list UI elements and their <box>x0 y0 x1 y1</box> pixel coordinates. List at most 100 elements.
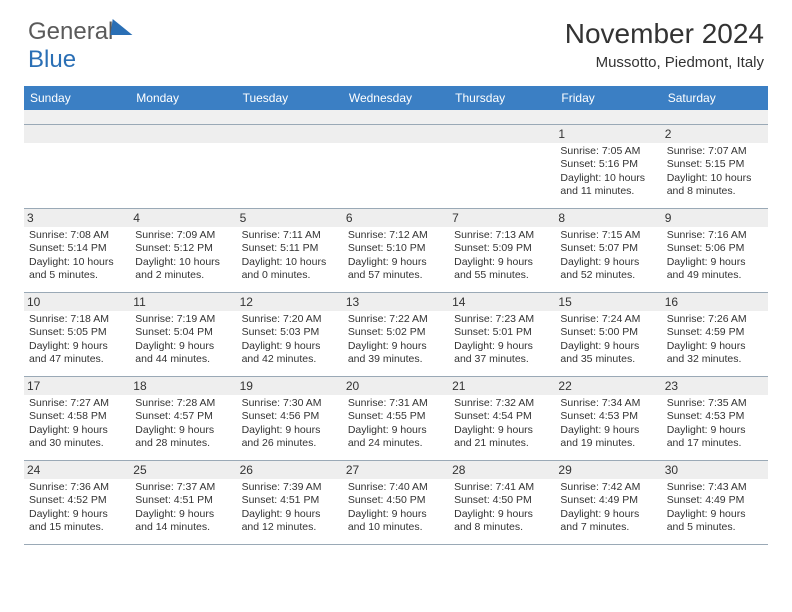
day-number: 1 <box>555 125 661 143</box>
day-details: Sunrise: 7:07 AMSunset: 5:15 PMDaylight:… <box>667 145 763 200</box>
calendar-week-row: 10Sunrise: 7:18 AMSunset: 5:05 PMDayligh… <box>24 292 768 376</box>
calendar-day-cell: 8Sunrise: 7:15 AMSunset: 5:07 PMDaylight… <box>555 208 661 292</box>
day-number: 26 <box>237 461 343 479</box>
calendar-day-cell: 29Sunrise: 7:42 AMSunset: 4:49 PMDayligh… <box>555 460 661 544</box>
day-number: 7 <box>449 209 555 227</box>
weekday-tuesday: Tuesday <box>237 86 343 110</box>
day-number: 14 <box>449 293 555 311</box>
calendar-day-cell: 6 Sunrise: 7:12 AMSunset: 5:10 PMDaylight… <box>343 208 449 292</box>
month-title: November 2024 <box>565 18 764 50</box>
calendar-day-cell: 22 Sunrise: 7:34 AMSunset: 4:53 PMDayligh… <box>555 376 661 460</box>
day-details: Sunrise: 7:34 AMSunset: 4:53 PMDaylight:… <box>560 397 656 452</box>
day-number-empty <box>449 125 555 143</box>
day-number: 25 <box>130 461 236 479</box>
day-number: 18 <box>130 377 236 395</box>
calendar-day-cell <box>449 124 555 208</box>
calendar-day-cell: 15 Sunrise: 7:24 AMSunset: 5:00 PMDayligh… <box>555 292 661 376</box>
day-details: Sunrise: 7:12 AMSunset: 5:10 PMDaylight:… <box>348 229 444 284</box>
day-number: 17 <box>24 377 130 395</box>
day-number-empty <box>343 125 449 143</box>
day-number: 28 <box>449 461 555 479</box>
day-number-empty <box>130 125 236 143</box>
weekday-monday: Monday <box>130 86 236 110</box>
day-details: Sunrise: 7:31 AMSunset: 4:55 PMDaylight:… <box>348 397 444 452</box>
day-number: 27 <box>343 461 449 479</box>
calendar-day-cell: 5 Sunrise: 7:11 AMSunset: 5:11 PMDaylight… <box>237 208 343 292</box>
calendar-week-row: 1 Sunrise: 7:05 AMSunset: 5:16 PMDaylight… <box>24 124 768 208</box>
day-details: Sunrise: 7:24 AMSunset: 5:00 PMDaylight:… <box>560 313 656 368</box>
logo-text: General Blue <box>28 18 133 74</box>
calendar-day-cell: 3Sunrise: 7:08 AMSunset: 5:14 PMDaylight… <box>24 208 130 292</box>
day-details: Sunrise: 7:39 AMSunset: 4:51 PMDaylight:… <box>242 481 338 536</box>
logo-text-general: General <box>28 18 113 45</box>
day-number: 21 <box>449 377 555 395</box>
calendar-day-cell: 12Sunrise: 7:20 AMSunset: 5:03 PMDayligh… <box>237 292 343 376</box>
location: Mussotto, Piedmont, Italy <box>565 54 764 71</box>
day-number: 9 <box>662 209 768 227</box>
calendar-week-row: 17 Sunrise: 7:27 AMSunset: 4:58 PMDayligh… <box>24 376 768 460</box>
day-number: 11 <box>130 293 236 311</box>
day-details: Sunrise: 7:30 AMSunset: 4:56 PMDaylight:… <box>242 397 338 452</box>
calendar-day-cell: 19Sunrise: 7:30 AMSunset: 4:56 PMDayligh… <box>237 376 343 460</box>
day-details: Sunrise: 7:43 AMSunset: 4:49 PMDaylight:… <box>667 481 763 536</box>
day-details: Sunrise: 7:19 AMSunset: 5:04 PMDaylight:… <box>135 313 231 368</box>
day-number: 3 <box>24 209 130 227</box>
spacer-row <box>24 110 768 124</box>
calendar-day-cell: 25Sunrise: 7:37 AMSunset: 4:51 PMDayligh… <box>130 460 236 544</box>
calendar-day-cell: 17 Sunrise: 7:27 AMSunset: 4:58 PMDayligh… <box>24 376 130 460</box>
day-number: 24 <box>24 461 130 479</box>
day-number-empty <box>24 125 130 143</box>
day-number: 5 <box>237 209 343 227</box>
calendar-day-cell: 2 Sunrise: 7:07 AMSunset: 5:15 PMDaylight… <box>662 124 768 208</box>
day-number: 4 <box>130 209 236 227</box>
calendar-body: 1 Sunrise: 7:05 AMSunset: 5:16 PMDaylight… <box>24 124 768 544</box>
calendar-day-cell: 24 Sunrise: 7:36 AMSunset: 4:52 PMDayligh… <box>24 460 130 544</box>
day-number: 10 <box>24 293 130 311</box>
day-details: Sunrise: 7:27 AMSunset: 4:58 PMDaylight:… <box>29 397 125 452</box>
day-details: Sunrise: 7:35 AMSunset: 4:53 PMDaylight:… <box>667 397 763 452</box>
weekday-saturday: Saturday <box>662 86 768 110</box>
day-details: Sunrise: 7:09 AMSunset: 5:12 PMDaylight:… <box>135 229 231 284</box>
day-number: 29 <box>555 461 661 479</box>
day-number: 2 <box>662 125 768 143</box>
calendar-day-cell: 14 Sunrise: 7:23 AMSunset: 5:01 PMDayligh… <box>449 292 555 376</box>
day-number-empty <box>237 125 343 143</box>
day-number: 15 <box>555 293 661 311</box>
calendar-day-cell <box>24 124 130 208</box>
day-details: Sunrise: 7:40 AMSunset: 4:50 PMDaylight:… <box>348 481 444 536</box>
calendar-day-cell: 9Sunrise: 7:16 AMSunset: 5:06 PMDaylight… <box>662 208 768 292</box>
day-details: Sunrise: 7:36 AMSunset: 4:52 PMDaylight:… <box>29 481 125 536</box>
day-details: Sunrise: 7:41 AMSunset: 4:50 PMDaylight:… <box>454 481 550 536</box>
day-details: Sunrise: 7:23 AMSunset: 5:01 PMDaylight:… <box>454 313 550 368</box>
day-details: Sunrise: 7:13 AMSunset: 5:09 PMDaylight:… <box>454 229 550 284</box>
logo: General Blue <box>28 18 133 74</box>
day-number: 22 <box>555 377 661 395</box>
day-details: Sunrise: 7:05 AMSunset: 5:16 PMDaylight:… <box>560 145 656 200</box>
day-number: 12 <box>237 293 343 311</box>
logo-text-blue: Blue <box>28 46 76 73</box>
day-number: 30 <box>662 461 768 479</box>
logo-triangle-icon <box>111 19 135 35</box>
day-number: 23 <box>662 377 768 395</box>
day-details: Sunrise: 7:32 AMSunset: 4:54 PMDaylight:… <box>454 397 550 452</box>
day-number: 8 <box>555 209 661 227</box>
calendar-day-cell <box>343 124 449 208</box>
calendar-day-cell: 1 Sunrise: 7:05 AMSunset: 5:16 PMDaylight… <box>555 124 661 208</box>
calendar-head-row: Sunday Monday Tuesday Wednesday Thursday… <box>24 86 768 110</box>
calendar-day-cell: 21 Sunrise: 7:32 AMSunset: 4:54 PMDayligh… <box>449 376 555 460</box>
calendar-day-cell: 16Sunrise: 7:26 AMSunset: 4:59 PMDayligh… <box>662 292 768 376</box>
calendar-day-cell: 26 Sunrise: 7:39 AMSunset: 4:51 PMDayligh… <box>237 460 343 544</box>
weekday-wednesday: Wednesday <box>343 86 449 110</box>
calendar-day-cell <box>130 124 236 208</box>
header: General Blue November 2024 Mussotto, Pie… <box>0 0 792 82</box>
calendar-day-cell <box>237 124 343 208</box>
day-details: Sunrise: 7:26 AMSunset: 4:59 PMDaylight:… <box>667 313 763 368</box>
calendar-day-cell: 28 Sunrise: 7:41 AMSunset: 4:50 PMDayligh… <box>449 460 555 544</box>
calendar-table: Sunday Monday Tuesday Wednesday Thursday… <box>24 86 768 545</box>
day-number: 13 <box>343 293 449 311</box>
calendar-day-cell: 18Sunrise: 7:28 AMSunset: 4:57 PMDayligh… <box>130 376 236 460</box>
calendar-day-cell: 13Sunrise: 7:22 AMSunset: 5:02 PMDayligh… <box>343 292 449 376</box>
day-details: Sunrise: 7:11 AMSunset: 5:11 PMDaylight:… <box>242 229 338 284</box>
day-number: 6 <box>343 209 449 227</box>
calendar-day-cell: 23 Sunrise: 7:35 AMSunset: 4:53 PMDayligh… <box>662 376 768 460</box>
